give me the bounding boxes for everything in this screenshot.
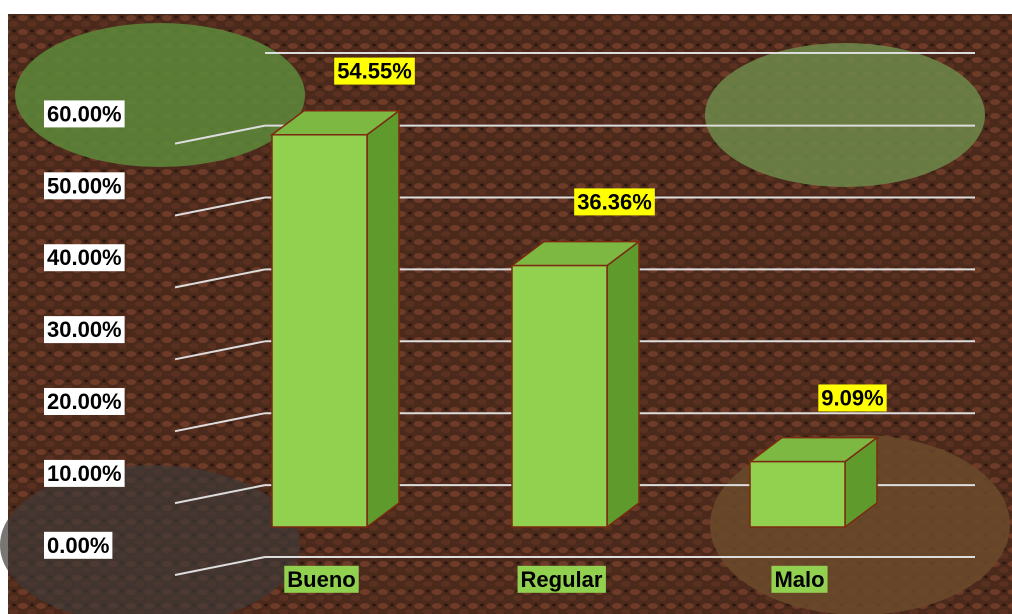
y-tick-box: [44, 316, 125, 344]
value-label: 36.36%: [577, 189, 652, 214]
grid-diagonal: [174, 556, 266, 576]
grid-diagonal: [174, 124, 266, 145]
y-tick-label: 50.00%: [47, 173, 122, 198]
photo-workers: [0, 465, 300, 614]
y-tick-box: [44, 388, 125, 416]
bar: [509, 240, 642, 529]
y-tick-label: 20.00%: [47, 389, 122, 414]
y-tick-box: [44, 244, 125, 272]
photo-farmers: [15, 23, 305, 167]
bar: [269, 109, 402, 529]
y-tick-label: 60.00%: [47, 101, 122, 126]
y-tick-label: 30.00%: [47, 317, 122, 342]
bar-front: [749, 460, 846, 528]
y-tick-box: [44, 531, 113, 559]
y-tick-label: 10.00%: [47, 461, 122, 486]
x-tick-label: Malo: [774, 567, 824, 592]
grid-diagonal: [174, 196, 266, 217]
value-label: 9.09%: [821, 385, 883, 410]
value-label-box: [334, 57, 415, 85]
photo-group: [705, 43, 985, 187]
x-tick-label: Bueno: [287, 567, 355, 592]
grid-diagonal: [174, 268, 266, 289]
x-tick-box: [517, 565, 606, 593]
value-label-box: [574, 188, 655, 216]
x-tick-box: [771, 565, 828, 593]
y-tick-box: [44, 459, 125, 487]
grid-diagonal: [174, 484, 266, 505]
bar-front: [271, 134, 368, 528]
x-tick-label: Regular: [521, 567, 603, 592]
bar: [747, 436, 880, 529]
y-tick-box: [44, 100, 125, 128]
grid-diagonal: [174, 412, 266, 433]
y-tick-label: 40.00%: [47, 245, 122, 270]
bar-side: [366, 109, 400, 529]
bar-front: [511, 264, 608, 528]
y-tick-label: 0.00%: [47, 533, 109, 558]
y-tick-box: [44, 172, 125, 200]
value-label-box: [818, 384, 887, 412]
value-label: 54.55%: [337, 59, 412, 84]
x-tick-box: [284, 565, 359, 593]
grid-diagonal: [174, 340, 266, 361]
bar-side: [606, 240, 640, 529]
